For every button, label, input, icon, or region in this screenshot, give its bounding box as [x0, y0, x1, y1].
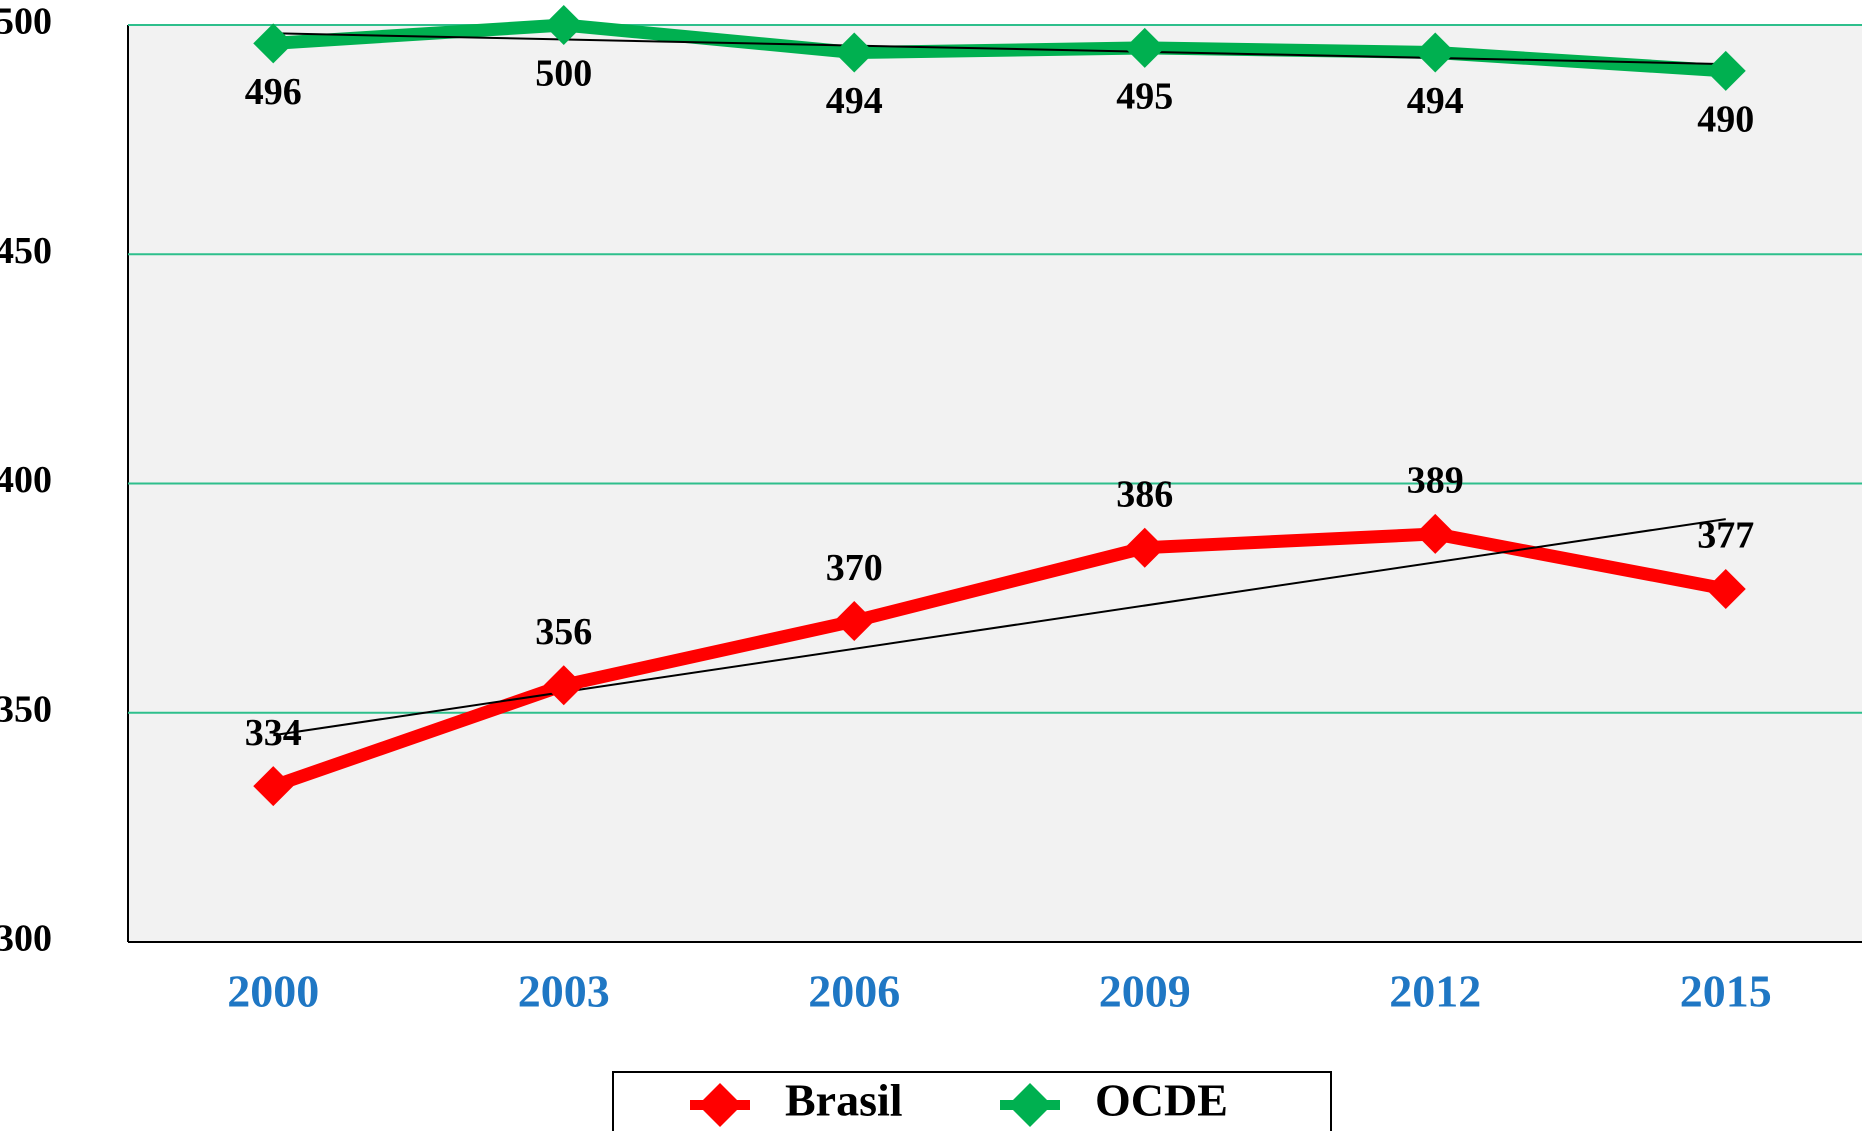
- legend-label: Brasil: [785, 1075, 903, 1126]
- y-tick-label: 350: [0, 688, 52, 730]
- data-label: 386: [1116, 473, 1173, 515]
- x-tick-label: 2003: [518, 966, 610, 1017]
- marker: [834, 32, 875, 73]
- data-label: 490: [1697, 99, 1754, 141]
- trend-line: [273, 518, 1726, 737]
- marker: [1705, 568, 1746, 609]
- marker: [1415, 513, 1456, 554]
- marker: [1124, 27, 1165, 68]
- data-label: 389: [1407, 460, 1464, 502]
- legend-label: OCDE: [1095, 1075, 1228, 1126]
- marker: [253, 766, 294, 807]
- y-tick-label: 400: [0, 459, 52, 501]
- y-tick-label: 500: [0, 1, 52, 43]
- marker: [1705, 50, 1746, 91]
- marker: [253, 23, 294, 64]
- x-tick-label: 2012: [1389, 966, 1481, 1017]
- marker: [834, 601, 875, 642]
- data-label: 496: [245, 71, 302, 113]
- x-tick-label: 2015: [1680, 966, 1772, 1017]
- x-tick-label: 2000: [227, 966, 319, 1017]
- data-label: 356: [535, 611, 592, 653]
- data-label: 370: [826, 547, 883, 589]
- marker: [543, 5, 584, 45]
- data-label: 334: [245, 712, 302, 754]
- series-line: [272, 18, 1727, 78]
- trend-line: [273, 32, 1726, 66]
- x-tick-label: 2006: [808, 966, 900, 1017]
- data-label: 500: [535, 53, 592, 95]
- y-tick-label: 300: [0, 918, 52, 960]
- data-label: 494: [1407, 80, 1464, 122]
- data-label: 377: [1697, 515, 1754, 557]
- series-line: [271, 527, 1727, 793]
- x-tick-label: 2009: [1099, 966, 1191, 1017]
- data-label: 494: [826, 80, 883, 122]
- y-tick-label: 450: [0, 230, 52, 272]
- marker: [1124, 527, 1165, 568]
- legend-marker: [698, 1083, 742, 1127]
- legend-marker: [1008, 1083, 1052, 1127]
- data-label: 495: [1116, 76, 1173, 118]
- marker: [543, 665, 584, 706]
- marker: [1415, 32, 1456, 73]
